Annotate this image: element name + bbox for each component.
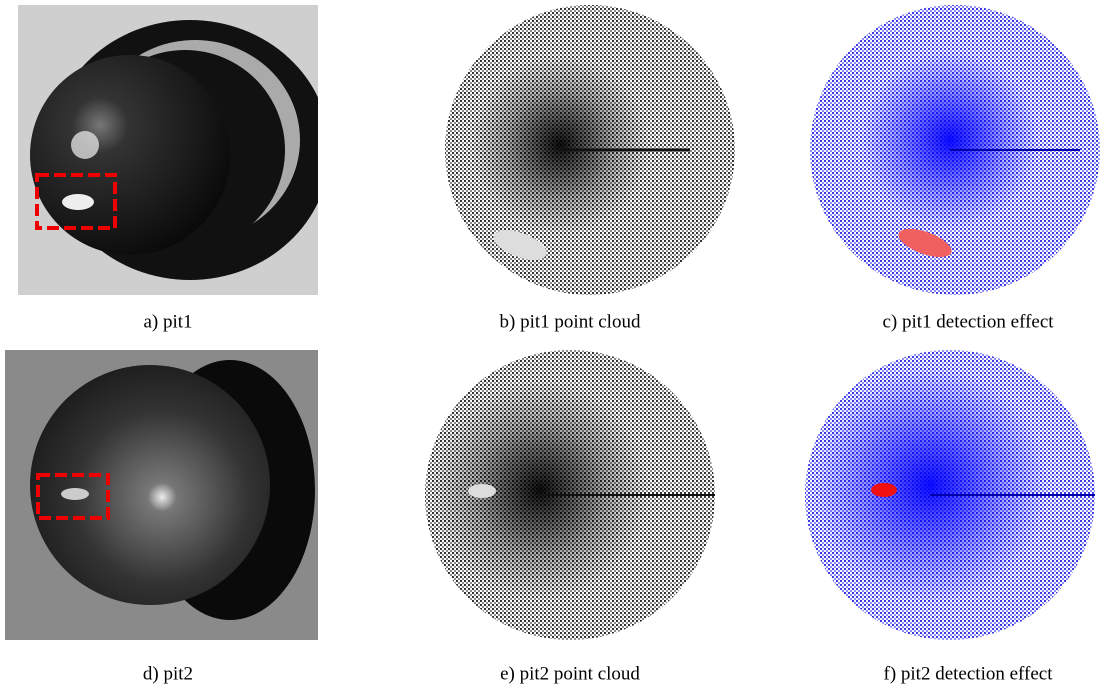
point-cloud bbox=[445, 5, 735, 295]
caption: e) pit2 point cloud bbox=[500, 663, 640, 684]
detection-cloud bbox=[810, 5, 1100, 295]
point-cloud bbox=[425, 350, 715, 640]
figure: a) pit1 b) pit1 point cloud c) pit1 dete… bbox=[0, 0, 1113, 693]
photo bbox=[18, 5, 330, 295]
caption: c) pit1 detection effect bbox=[882, 311, 1054, 332]
caption: d) pit2 bbox=[143, 663, 193, 684]
photo bbox=[5, 350, 318, 640]
caption: f) pit2 detection effect bbox=[884, 663, 1054, 684]
detection-cloud bbox=[805, 350, 1095, 640]
caption: b) pit1 point cloud bbox=[500, 311, 641, 332]
caption: a) pit1 bbox=[143, 311, 192, 332]
